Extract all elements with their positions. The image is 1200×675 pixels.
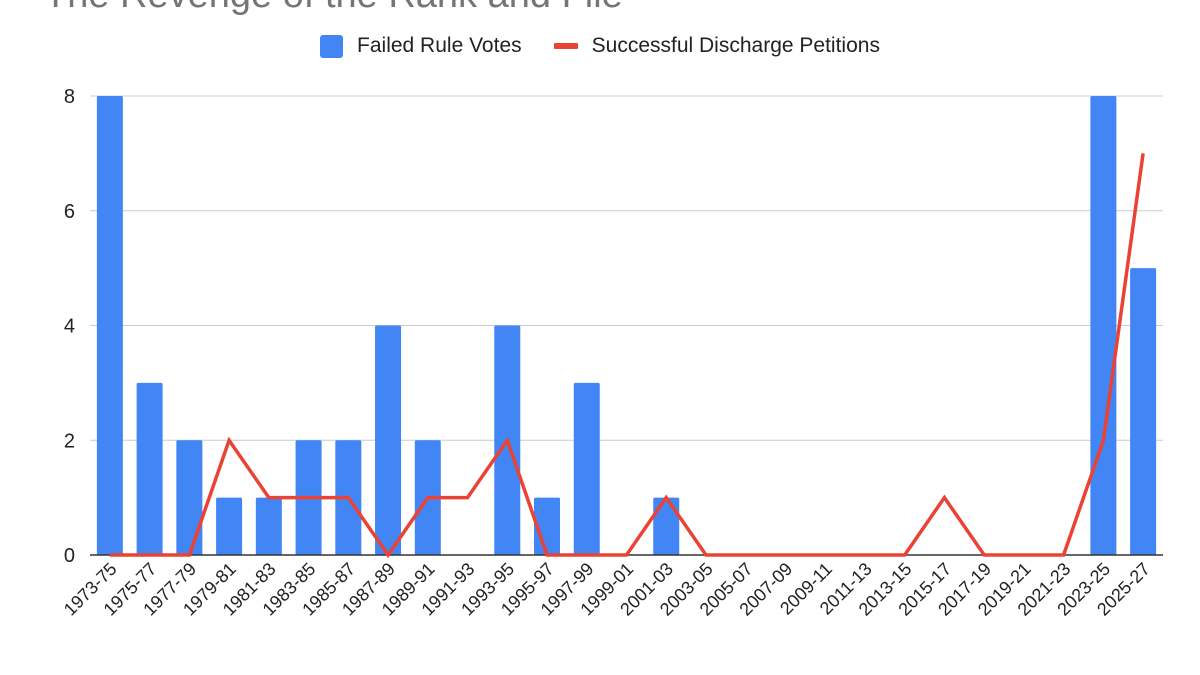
gridlines	[90, 95, 1163, 441]
legend-label-successful-discharge-petitions: Successful Discharge Petitions	[591, 34, 880, 57]
legend-swatch-successful-discharge-petitions	[553, 43, 578, 49]
legend: Failed Rule Votes Successful Discharge P…	[0, 28, 1200, 64]
bar-2023-25	[1090, 96, 1117, 555]
x-axis-labels: 1973-751975-771977-791979-811981-831983-…	[60, 559, 1154, 620]
line-successful-discharge-petitions	[109, 153, 1145, 559]
y-tick-label-0: 0	[64, 545, 75, 567]
legend-item-failed-rule-votes: Failed Rule Votes	[320, 34, 522, 58]
bar-1973-75	[96, 96, 123, 555]
series-line-successful-discharge-petitions	[109, 153, 1145, 559]
bar-2025-27	[1130, 268, 1157, 555]
bar-1977-79	[176, 440, 203, 555]
legend-item-successful-discharge-petitions: Successful Discharge Petitions	[553, 34, 880, 58]
y-axis-ticks: 0 2 4 6 8	[64, 86, 75, 567]
bar-1979-81	[216, 497, 243, 555]
legend-label-failed-rule-votes: Failed Rule Votes	[357, 34, 522, 57]
bar-1987-89	[375, 325, 402, 555]
bar-1975-77	[136, 382, 163, 555]
y-tick-label-2: 2	[64, 430, 75, 452]
bar-1981-83	[255, 497, 282, 555]
bar-2001-03	[653, 497, 680, 555]
y-tick-label-6: 6	[64, 201, 75, 223]
y-tick-label-8: 8	[64, 86, 75, 108]
bar-1997-99	[573, 382, 600, 555]
y-tick-label-4: 4	[64, 316, 75, 338]
legend-swatch-failed-rule-votes	[320, 34, 344, 58]
chart-title: The Revenge of the Rank and File	[44, 0, 623, 17]
